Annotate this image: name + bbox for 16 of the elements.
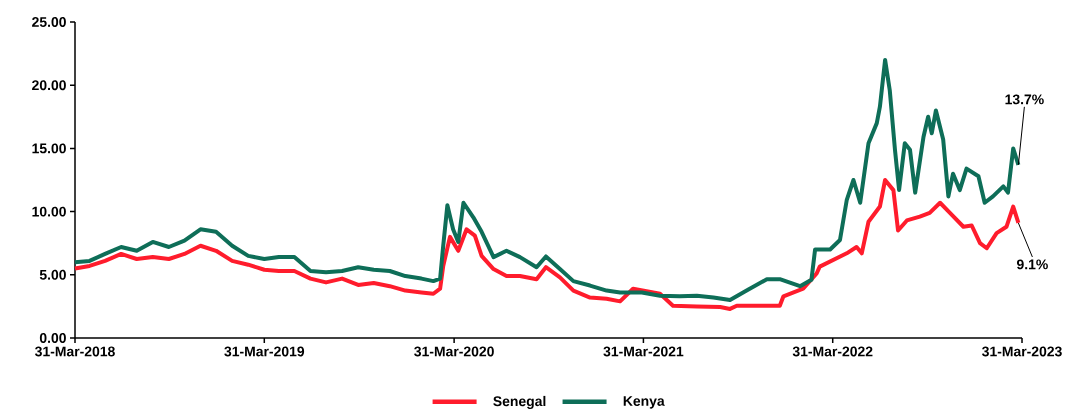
y-tick-label: 25.00 [32,17,66,27]
x-tick-label: 31-Mar-2021 [603,346,684,357]
x-tick-label: 31-Mar-2023 [982,346,1062,357]
legend-label: Senegal [493,395,546,409]
annotation: 13.7% [1005,94,1044,105]
x-tick-label: 31-Mar-2018 [35,346,115,357]
y-tick-label: 10.00 [32,206,66,217]
x-tick-label: 31-Mar-2022 [792,346,873,357]
x-tick-label: 31-Mar-2020 [414,346,494,357]
y-tick-label: 15.00 [32,143,66,154]
x-tick-label: 31-Mar-2019 [224,346,305,357]
annotation: 9.1% [1016,259,1048,270]
y-tick-label: 20.00 [32,80,66,91]
y-tick-label: 5.00 [39,269,66,280]
legend-label: Kenya [623,396,665,409]
y-tick-label: 0.00 [39,333,66,343]
